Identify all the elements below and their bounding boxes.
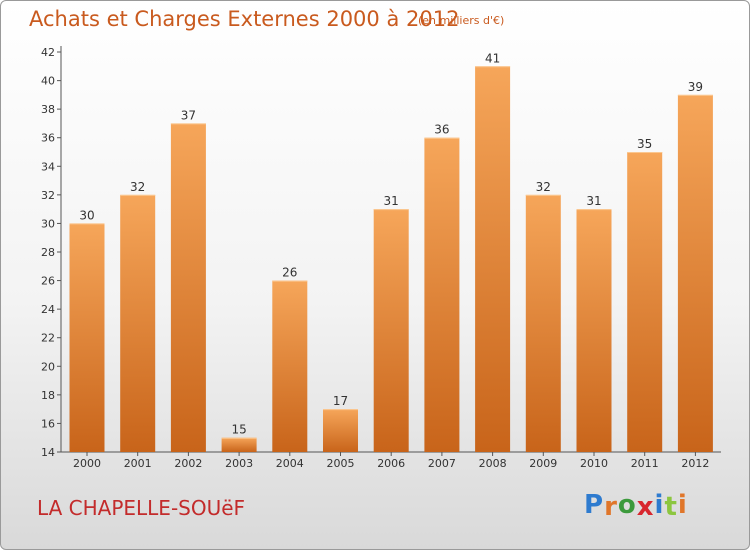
bars: 30 32 37 15 26 17 31 36 41 32 31 35 39 — [69, 51, 713, 453]
y-tick-label: 24 — [41, 303, 55, 316]
x-tick-label-2009: 2009 — [529, 457, 557, 470]
x-tick-label-2011: 2011 — [631, 457, 659, 470]
value-label-2002: 37 — [181, 108, 196, 122]
bar-2007 — [424, 137, 460, 452]
y-tick-label: 36 — [41, 132, 55, 145]
bar-2011 — [627, 152, 663, 452]
value-label-2011: 35 — [637, 137, 652, 151]
bar-2012 — [677, 94, 713, 452]
commune-name: LA CHAPELLE-SOUëF — [37, 496, 246, 520]
logo-letter: i — [654, 490, 665, 520]
value-label-2009: 32 — [536, 180, 551, 194]
y-tick-label: 30 — [41, 217, 55, 230]
value-label-2008: 41 — [485, 51, 500, 65]
x-tick-label-2007: 2007 — [428, 457, 456, 470]
x-tick-label-2005: 2005 — [327, 457, 355, 470]
value-label-2003: 15 — [231, 423, 246, 437]
chart-subtitle: (en milliers d'€) — [418, 14, 505, 27]
y-tick-label: 42 — [41, 46, 55, 59]
bar-2008 — [475, 66, 511, 453]
bar-2010 — [576, 209, 612, 452]
logo-letter: P — [584, 490, 605, 520]
logo-letter: x — [636, 492, 655, 522]
x-tick-label-2003: 2003 — [225, 457, 253, 470]
value-label-2006: 31 — [384, 194, 399, 208]
y-tick-label: 34 — [41, 160, 55, 173]
x-tick-label-2000: 2000 — [73, 457, 101, 470]
y-tick-label: 32 — [41, 189, 55, 202]
x-tick-label-2004: 2004 — [276, 457, 304, 470]
logo-letter: t — [664, 492, 678, 522]
y-tick-label: 26 — [41, 275, 55, 288]
y-tick-label: 40 — [41, 75, 55, 88]
bar-2003 — [221, 437, 257, 452]
x-tick-label-2006: 2006 — [377, 457, 405, 470]
y-tick-label: 22 — [41, 332, 55, 345]
logo-letter: o — [617, 490, 637, 520]
x-tick-label-2010: 2010 — [580, 457, 608, 470]
value-label-2007: 36 — [434, 123, 449, 137]
logo-letter: i — [677, 490, 688, 520]
value-label-2000: 30 — [79, 208, 94, 222]
bar-2001 — [120, 194, 156, 452]
y-tick-label: 20 — [41, 360, 55, 373]
logo-letter: r — [604, 492, 618, 522]
bar-2002 — [170, 123, 206, 452]
bar-2004 — [272, 280, 308, 452]
value-label-2010: 31 — [586, 194, 601, 208]
x-axis: 2000 2001 2002 2003 2004 2005 2006 2007 2008 2009… — [61, 451, 721, 470]
value-label-2004: 26 — [282, 266, 297, 280]
x-tick-label-2001: 2001 — [124, 457, 152, 470]
y-tick-label: 14 — [41, 446, 55, 459]
bar-2000 — [69, 223, 105, 452]
proxiti-logo: Proxiti — [584, 490, 688, 522]
bar-2005 — [323, 409, 358, 452]
value-label-2012: 39 — [688, 80, 703, 94]
x-tick-label-2008: 2008 — [479, 457, 507, 470]
y-tick-label: 38 — [41, 103, 55, 116]
value-label-2005: 17 — [333, 394, 348, 408]
bar-2006 — [373, 209, 409, 452]
y-tick-label: 18 — [41, 389, 55, 402]
y-tick-label: 16 — [41, 417, 55, 430]
y-axis: 14 16 18 20 22 24 26 28 30 32 34 36 38 40 42 — [41, 46, 62, 459]
x-tick-label-2012: 2012 — [681, 457, 709, 470]
bar-2009 — [525, 194, 561, 452]
y-tick-label: 28 — [41, 246, 55, 259]
value-label-2001: 32 — [130, 180, 145, 194]
x-tick-label-2002: 2002 — [174, 457, 202, 470]
chart-title: Achats et Charges Externes 2000 à 2012 — [29, 7, 460, 31]
